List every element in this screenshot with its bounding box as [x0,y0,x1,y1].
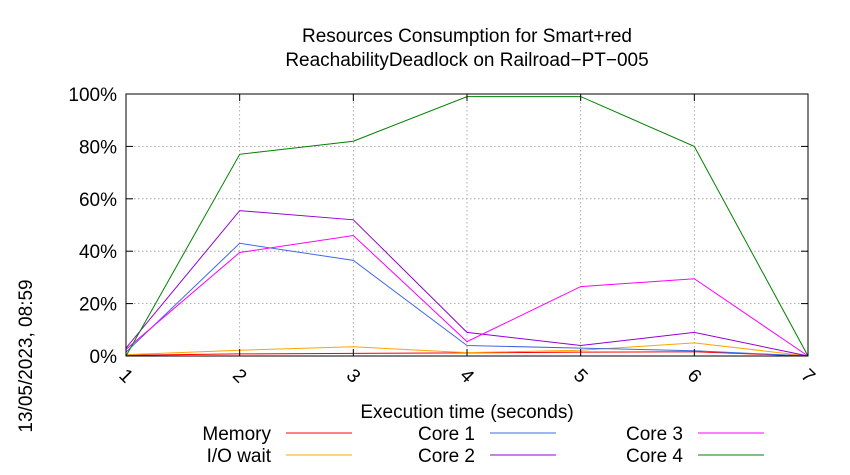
x-tick-labels: 1 2 3 4 5 6 7 [114,365,818,388]
x-tick-label: 2 [228,365,250,387]
y-tick-label: 80% [79,137,117,158]
series-line-core-3 [125,234,809,357]
timestamp-label: 13/05/2023, 08:59 [16,279,37,432]
x-tick-label: 5 [569,365,591,387]
x-tick-label: 6 [683,365,705,387]
legend-label-core-2: Core 2 [418,446,475,467]
legend-label-memory: Memory [202,424,271,445]
legend-label-core-3: Core 3 [626,424,683,445]
x-tick-label: 1 [114,365,136,387]
chart-title-line-2: ReachabilityDeadlock on Railroad−PT−005 [285,50,648,71]
axis-ticks [125,93,809,357]
legend-label-core-4: Core 4 [626,446,683,467]
x-tick-label: 3 [342,365,364,387]
y-tick-label: 100% [68,85,117,106]
y-tick-labels: 0% 20% 40% 60% 80% 100% [68,85,117,368]
series-line-core-2 [125,210,809,357]
y-tick-label: 40% [79,242,117,263]
x-tick-label: 4 [455,365,478,388]
chart-title-line-1: Resources Consumption for Smart+red [302,26,632,47]
x-axis-label: Execution time (seconds) [360,402,573,423]
y-tick-label: 60% [79,190,117,211]
legend-label-i-o-wait: I/O wait [207,446,272,467]
y-tick-label: 0% [90,347,118,368]
legend-label-core-1: Core 1 [418,424,475,445]
y-tick-label: 20% [79,295,117,316]
x-tick-label: 7 [796,365,818,387]
